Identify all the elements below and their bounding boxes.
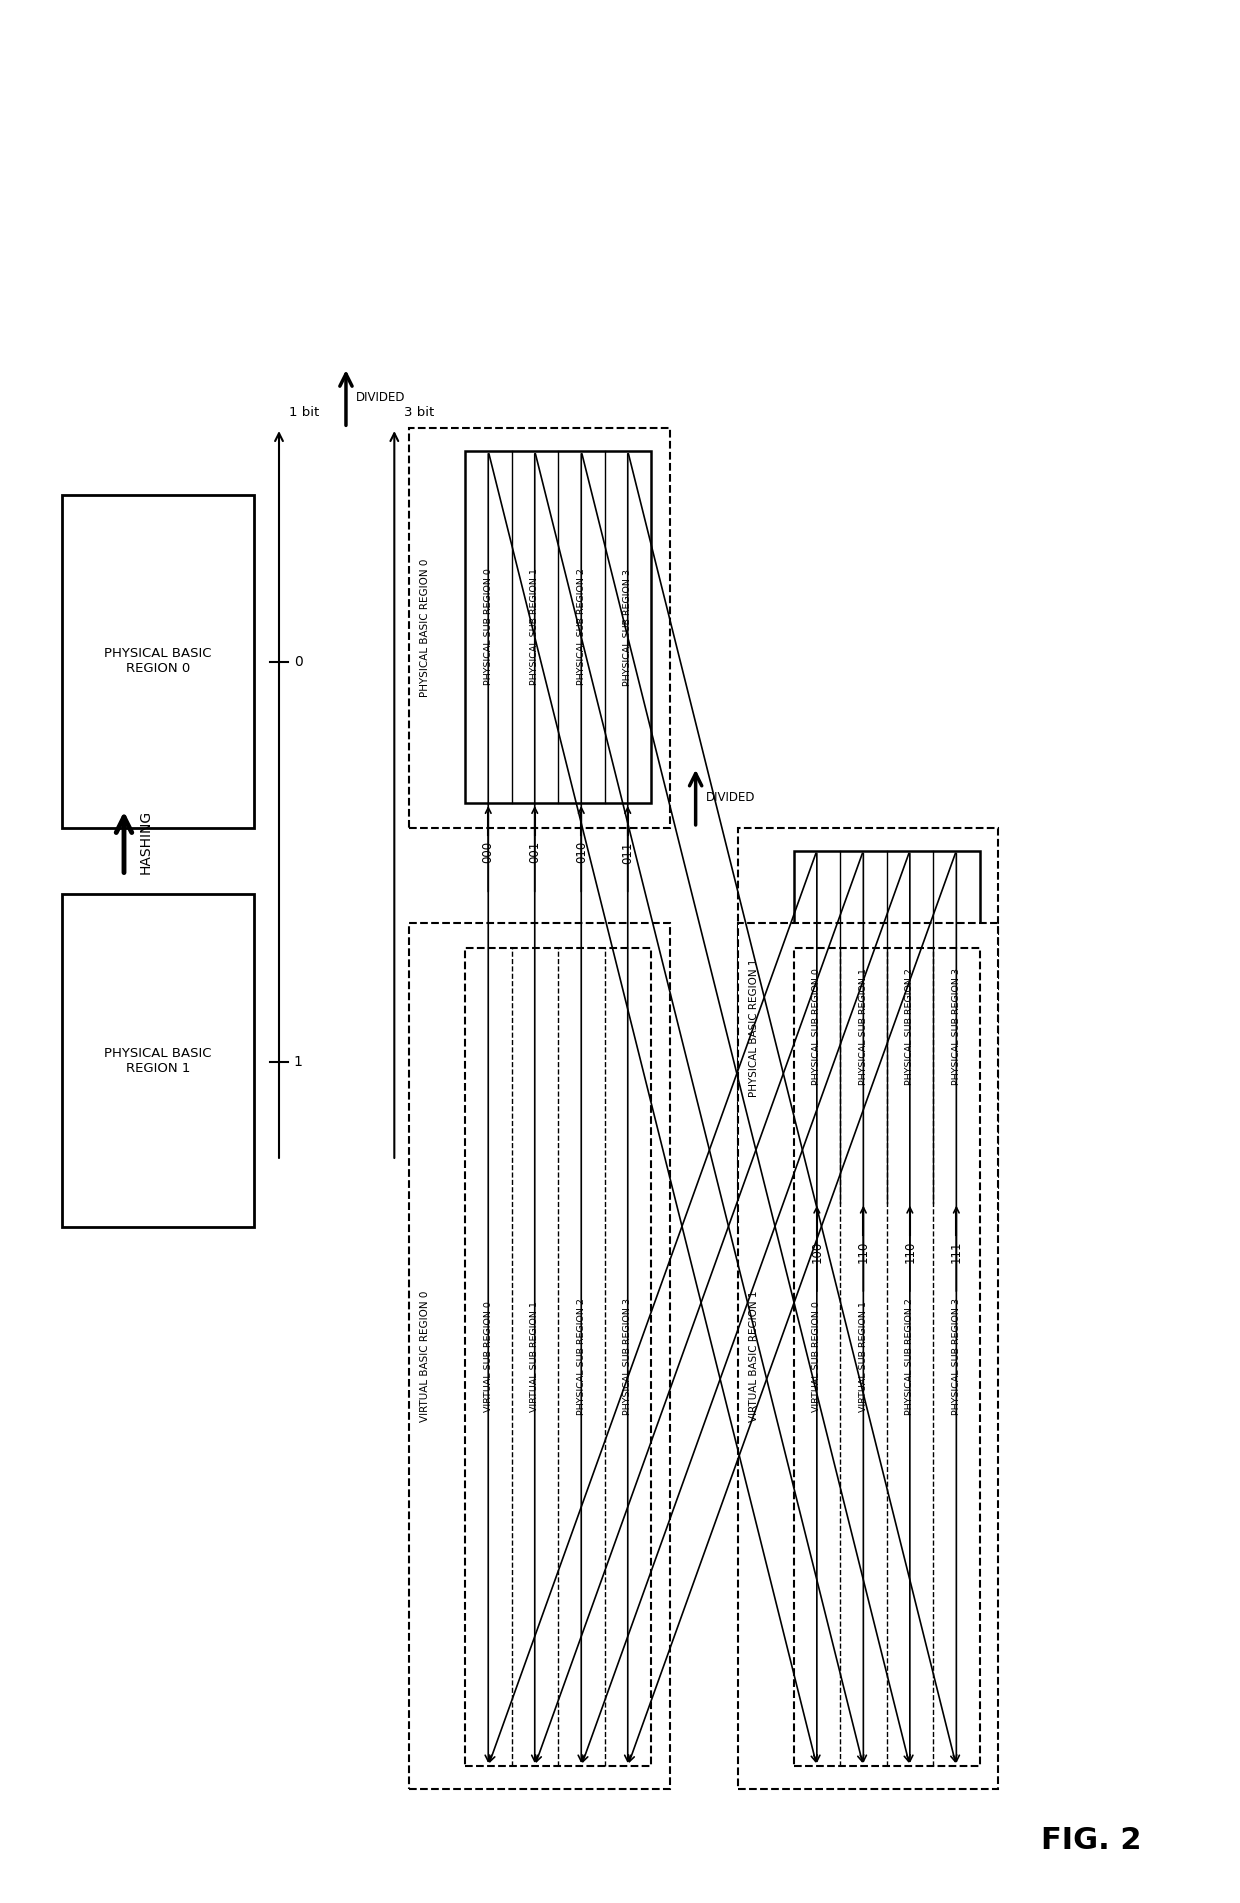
Bar — [465, 451, 651, 803]
Text: PHYSICAL SUB REGION 3: PHYSICAL SUB REGION 3 — [624, 569, 632, 685]
Text: VIRTUAL BASIC REGION 1: VIRTUAL BASIC REGION 1 — [749, 1290, 759, 1422]
Text: 011: 011 — [621, 841, 634, 864]
Text: 100: 100 — [811, 1241, 823, 1264]
Text: PHYSICAL SUB REGION 2: PHYSICAL SUB REGION 2 — [905, 1298, 914, 1416]
Text: 000: 000 — [482, 841, 495, 864]
Bar — [409, 923, 670, 1789]
Bar — [738, 828, 998, 1227]
Text: 001: 001 — [528, 841, 541, 864]
Text: PHYSICAL BASIC
REGION 0: PHYSICAL BASIC REGION 0 — [104, 647, 212, 676]
Bar — [738, 923, 998, 1789]
Text: 110: 110 — [857, 1241, 869, 1264]
Text: 0: 0 — [294, 655, 303, 670]
Text: DIVIDED: DIVIDED — [356, 392, 405, 403]
Text: PHYSICAL SUB REGION 3: PHYSICAL SUB REGION 3 — [624, 1298, 632, 1416]
Text: PHYSICAL BASIC
REGION 1: PHYSICAL BASIC REGION 1 — [104, 1047, 212, 1075]
Text: PHYSICAL SUB REGION 1: PHYSICAL SUB REGION 1 — [859, 969, 868, 1085]
Text: PHYSICAL BASIC REGION 1: PHYSICAL BASIC REGION 1 — [749, 959, 759, 1096]
Text: VIRTUAL SUB REGION 0: VIRTUAL SUB REGION 0 — [812, 1302, 821, 1412]
Text: PHYSICAL SUB REGION 2: PHYSICAL SUB REGION 2 — [905, 969, 914, 1085]
Bar — [465, 948, 651, 1766]
Text: PHYSICAL SUB REGION 2: PHYSICAL SUB REGION 2 — [577, 1298, 585, 1416]
Text: VIRTUAL BASIC REGION 0: VIRTUAL BASIC REGION 0 — [420, 1290, 430, 1422]
Text: DIVIDED: DIVIDED — [706, 792, 755, 803]
Text: PHYSICAL BASIC REGION 0: PHYSICAL BASIC REGION 0 — [420, 559, 430, 696]
Text: HASHING: HASHING — [139, 811, 153, 873]
Text: 111: 111 — [950, 1241, 962, 1264]
Text: 010: 010 — [575, 841, 588, 864]
Text: PHYSICAL SUB REGION 0: PHYSICAL SUB REGION 0 — [484, 569, 492, 685]
Text: VIRTUAL SUB REGION 1: VIRTUAL SUB REGION 1 — [531, 1302, 539, 1412]
Bar — [62, 894, 254, 1227]
Text: 110: 110 — [904, 1241, 916, 1264]
Bar — [794, 948, 980, 1766]
Bar — [794, 851, 980, 1203]
Text: VIRTUAL SUB REGION 1: VIRTUAL SUB REGION 1 — [859, 1302, 868, 1412]
Text: VIRTUAL SUB REGION 0: VIRTUAL SUB REGION 0 — [484, 1302, 492, 1412]
Text: PHYSICAL SUB REGION 0: PHYSICAL SUB REGION 0 — [812, 969, 821, 1085]
Text: FIG. 2: FIG. 2 — [1040, 1827, 1142, 1855]
Bar — [409, 428, 670, 828]
Bar — [62, 495, 254, 828]
Text: 1: 1 — [294, 1054, 303, 1069]
Text: PHYSICAL SUB REGION 3: PHYSICAL SUB REGION 3 — [952, 1298, 961, 1416]
Text: 1 bit: 1 bit — [289, 405, 319, 419]
Text: 3 bit: 3 bit — [404, 405, 434, 419]
Text: PHYSICAL SUB REGION 1: PHYSICAL SUB REGION 1 — [531, 569, 539, 685]
Text: PHYSICAL SUB REGION 2: PHYSICAL SUB REGION 2 — [577, 569, 585, 685]
Text: PHYSICAL SUB REGION 3: PHYSICAL SUB REGION 3 — [952, 969, 961, 1085]
